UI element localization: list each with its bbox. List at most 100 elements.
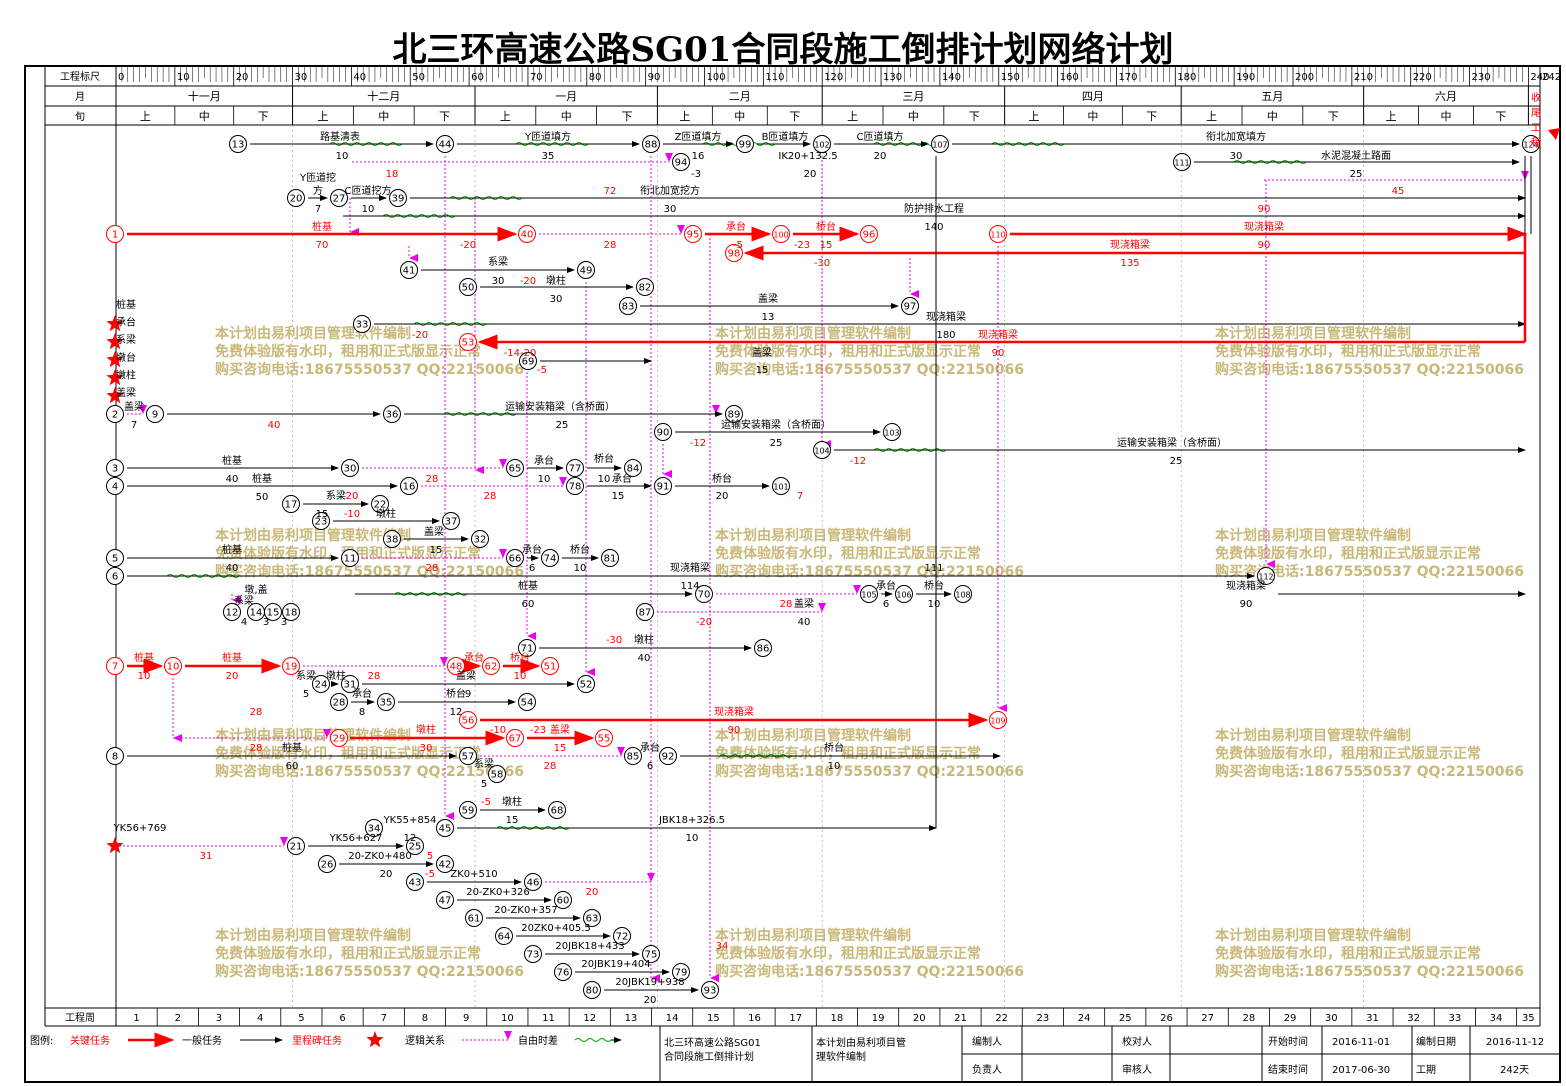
week-label: 12 bbox=[583, 1013, 596, 1024]
event-node bbox=[989, 225, 1007, 243]
event-node bbox=[813, 135, 831, 153]
task-label: 20 bbox=[716, 491, 729, 502]
task-label: 承台 bbox=[534, 454, 554, 467]
event-node-label: 21 bbox=[290, 842, 303, 853]
task-label: 20 bbox=[380, 869, 393, 880]
week-label: 30 bbox=[1325, 1013, 1338, 1024]
task-label: 20JBK19+404 bbox=[581, 959, 650, 970]
task-label: 盖梁 bbox=[456, 669, 476, 682]
month-label: 四月 bbox=[1082, 90, 1104, 103]
event-node-label: 60 bbox=[557, 896, 570, 907]
watermark-text: 免费体验版有水印，租用和正式版显示正常 bbox=[1215, 343, 1481, 360]
week-row-label: 工程周 bbox=[65, 1012, 95, 1024]
xun-label: 下 bbox=[439, 110, 450, 123]
event-node-label: 49 bbox=[580, 266, 593, 277]
watermark-text: 本计划由易利项目管理软件编制 bbox=[715, 727, 911, 744]
event-node bbox=[901, 297, 919, 315]
task-label: 承台 bbox=[464, 651, 484, 664]
task-label: 10 bbox=[336, 151, 349, 162]
event-node bbox=[436, 891, 454, 909]
event-node-label: 102 bbox=[814, 141, 829, 150]
event-node bbox=[725, 244, 743, 262]
task-label: 桥台 bbox=[816, 220, 836, 233]
legend-label: 图例: bbox=[30, 1034, 53, 1047]
event-node bbox=[106, 747, 124, 765]
task-label: 10 bbox=[928, 599, 941, 610]
event-node bbox=[672, 153, 690, 171]
task-label: 28 bbox=[250, 707, 263, 718]
event-node-label: 84 bbox=[627, 464, 640, 475]
task-label: -30 bbox=[814, 258, 830, 269]
week-label: 32 bbox=[1407, 1013, 1420, 1024]
task-label: 7 bbox=[131, 420, 137, 431]
task-label: 承台 bbox=[522, 543, 542, 556]
duration-value: 242天 bbox=[1500, 1065, 1529, 1076]
event-node bbox=[106, 477, 124, 495]
footer-software-cont: 理软件编制 bbox=[816, 1050, 866, 1063]
task-label: -20 bbox=[460, 240, 476, 251]
event-node-label: 64 bbox=[498, 932, 511, 943]
task-label: 桥台 bbox=[924, 579, 944, 592]
event-node-label: 63 bbox=[586, 914, 599, 925]
event-node bbox=[506, 549, 524, 567]
task-label: 40 bbox=[226, 563, 239, 574]
event-node-label: 100 bbox=[773, 231, 788, 240]
event-node bbox=[353, 315, 371, 333]
event-node bbox=[341, 459, 359, 477]
event-node bbox=[695, 585, 713, 603]
task-label: 现浇箱梁 bbox=[1110, 238, 1150, 251]
event-node bbox=[583, 981, 601, 999]
task-label: Y匝道挖 bbox=[299, 171, 336, 184]
task-label: 15 bbox=[820, 240, 833, 251]
event-node bbox=[442, 512, 460, 530]
event-node-label: 23 bbox=[315, 517, 328, 528]
week-label: 1 bbox=[133, 1013, 139, 1024]
xun-label: 下 bbox=[789, 110, 800, 123]
task-label: 50 bbox=[256, 492, 269, 503]
task-label: 114 bbox=[680, 581, 699, 592]
task-label: 墩柱 bbox=[376, 507, 396, 520]
week-label: 31 bbox=[1366, 1013, 1379, 1024]
event-node-label: 68 bbox=[551, 806, 564, 817]
event-node bbox=[1257, 567, 1275, 585]
week-label: 35 bbox=[1522, 1013, 1535, 1024]
milestone-label: 桩基 bbox=[116, 298, 136, 311]
event-node bbox=[330, 693, 348, 711]
event-node-label: 90 bbox=[657, 428, 670, 439]
milestone-label: 墩柱 bbox=[116, 368, 136, 381]
event-node-label: 78 bbox=[569, 482, 582, 493]
event-node bbox=[371, 495, 389, 513]
watermark-text: 本计划由易利项目管理软件编制 bbox=[715, 927, 911, 944]
week-label: 16 bbox=[748, 1013, 761, 1024]
event-node bbox=[106, 405, 124, 423]
month-label: 十二月 bbox=[367, 89, 400, 103]
task-label: 盖梁 bbox=[550, 723, 570, 736]
task-label: 系梁 bbox=[474, 757, 494, 770]
task-label: 45 bbox=[1392, 186, 1405, 197]
task-label: -3 bbox=[691, 169, 701, 180]
event-node-label: 48 bbox=[450, 662, 463, 673]
event-node bbox=[287, 189, 305, 207]
milestone-label: 墩台 bbox=[116, 351, 136, 364]
page-title: 北三环高速公路SG01合同段施工倒排计划网络计划 bbox=[392, 30, 1174, 70]
task-label: 3 bbox=[281, 617, 287, 628]
event-node bbox=[518, 639, 536, 657]
watermark-text: 免费体验版有水印，租用和正式版显示正常 bbox=[215, 945, 481, 962]
watermark-text: 免费体验版有水印，租用和正式版显示正常 bbox=[715, 745, 981, 762]
task-label: 15 bbox=[554, 743, 567, 754]
week-label: 8 bbox=[422, 1013, 428, 1024]
event-node-label: 88 bbox=[645, 140, 658, 151]
task-label: 4 bbox=[241, 617, 247, 628]
task-label: 15 bbox=[316, 509, 329, 520]
task-label: 承台 bbox=[352, 687, 372, 700]
scale-tick-label: 0 bbox=[118, 72, 124, 83]
event-node-label: 15 bbox=[267, 608, 280, 619]
event-node bbox=[566, 477, 584, 495]
legend-critical-label: 关键任务 bbox=[70, 1034, 110, 1047]
scale-tick-label: 10 bbox=[177, 72, 190, 83]
event-node-label: 50 bbox=[462, 283, 475, 294]
task-label: 盖梁 bbox=[424, 525, 444, 538]
task-label: 35 bbox=[542, 151, 555, 162]
task-label: 28 bbox=[604, 240, 617, 251]
event-node-label: 27 bbox=[333, 194, 346, 205]
